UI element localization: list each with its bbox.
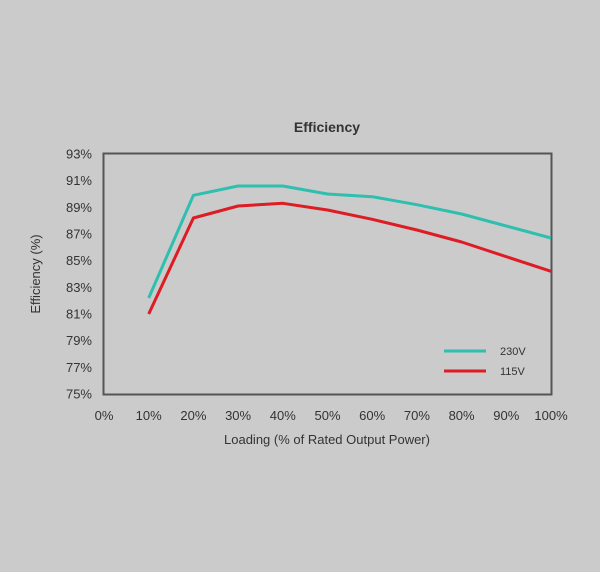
y-tick-label: 85% (66, 253, 92, 268)
y-tick-label: 83% (66, 280, 92, 295)
y-tick-label: 75% (66, 387, 92, 402)
series-line-230v (147, 184, 552, 299)
y-tick-label: 91% (66, 173, 92, 188)
y-tick-label: 87% (66, 227, 92, 242)
x-tick-label: 30% (225, 408, 251, 423)
y-axis-label: Efficiency (%) (28, 234, 43, 313)
y-tick-label: 89% (66, 200, 92, 215)
x-tick-label: 100% (534, 408, 568, 423)
chart-title: Efficiency (294, 119, 360, 135)
y-tick-label: 79% (66, 333, 92, 348)
plot-area-frame (102, 152, 553, 396)
x-tick-label: 90% (493, 408, 519, 423)
series-lines (147, 184, 552, 315)
y-tick-label: 81% (66, 307, 92, 322)
series-line-115v (147, 201, 552, 315)
x-tick-label: 80% (449, 408, 475, 423)
x-axis-ticks: 0% 10% 20% 30% 40% 50% 60% 70% 80% 90% 100% (95, 408, 568, 423)
x-tick-label: 20% (180, 408, 206, 423)
y-tick-label: 77% (66, 360, 92, 375)
legend-label: 230V (500, 346, 526, 358)
legend: 230V 115V (444, 346, 526, 378)
x-tick-label: 70% (404, 408, 430, 423)
x-tick-label: 40% (270, 408, 296, 423)
y-axis-ticks: 75% 77% 79% 81% 83% 85% 87% 89% 91% 93% (66, 147, 92, 402)
x-tick-label: 10% (136, 408, 162, 423)
x-axis-label: Loading (% of Rated Output Power) (224, 432, 430, 447)
legend-label: 115V (500, 366, 526, 378)
y-tick-label: 93% (66, 147, 92, 162)
x-tick-label: 50% (314, 408, 340, 423)
x-tick-label: 60% (359, 408, 385, 423)
x-tick-label: 0% (95, 408, 114, 423)
